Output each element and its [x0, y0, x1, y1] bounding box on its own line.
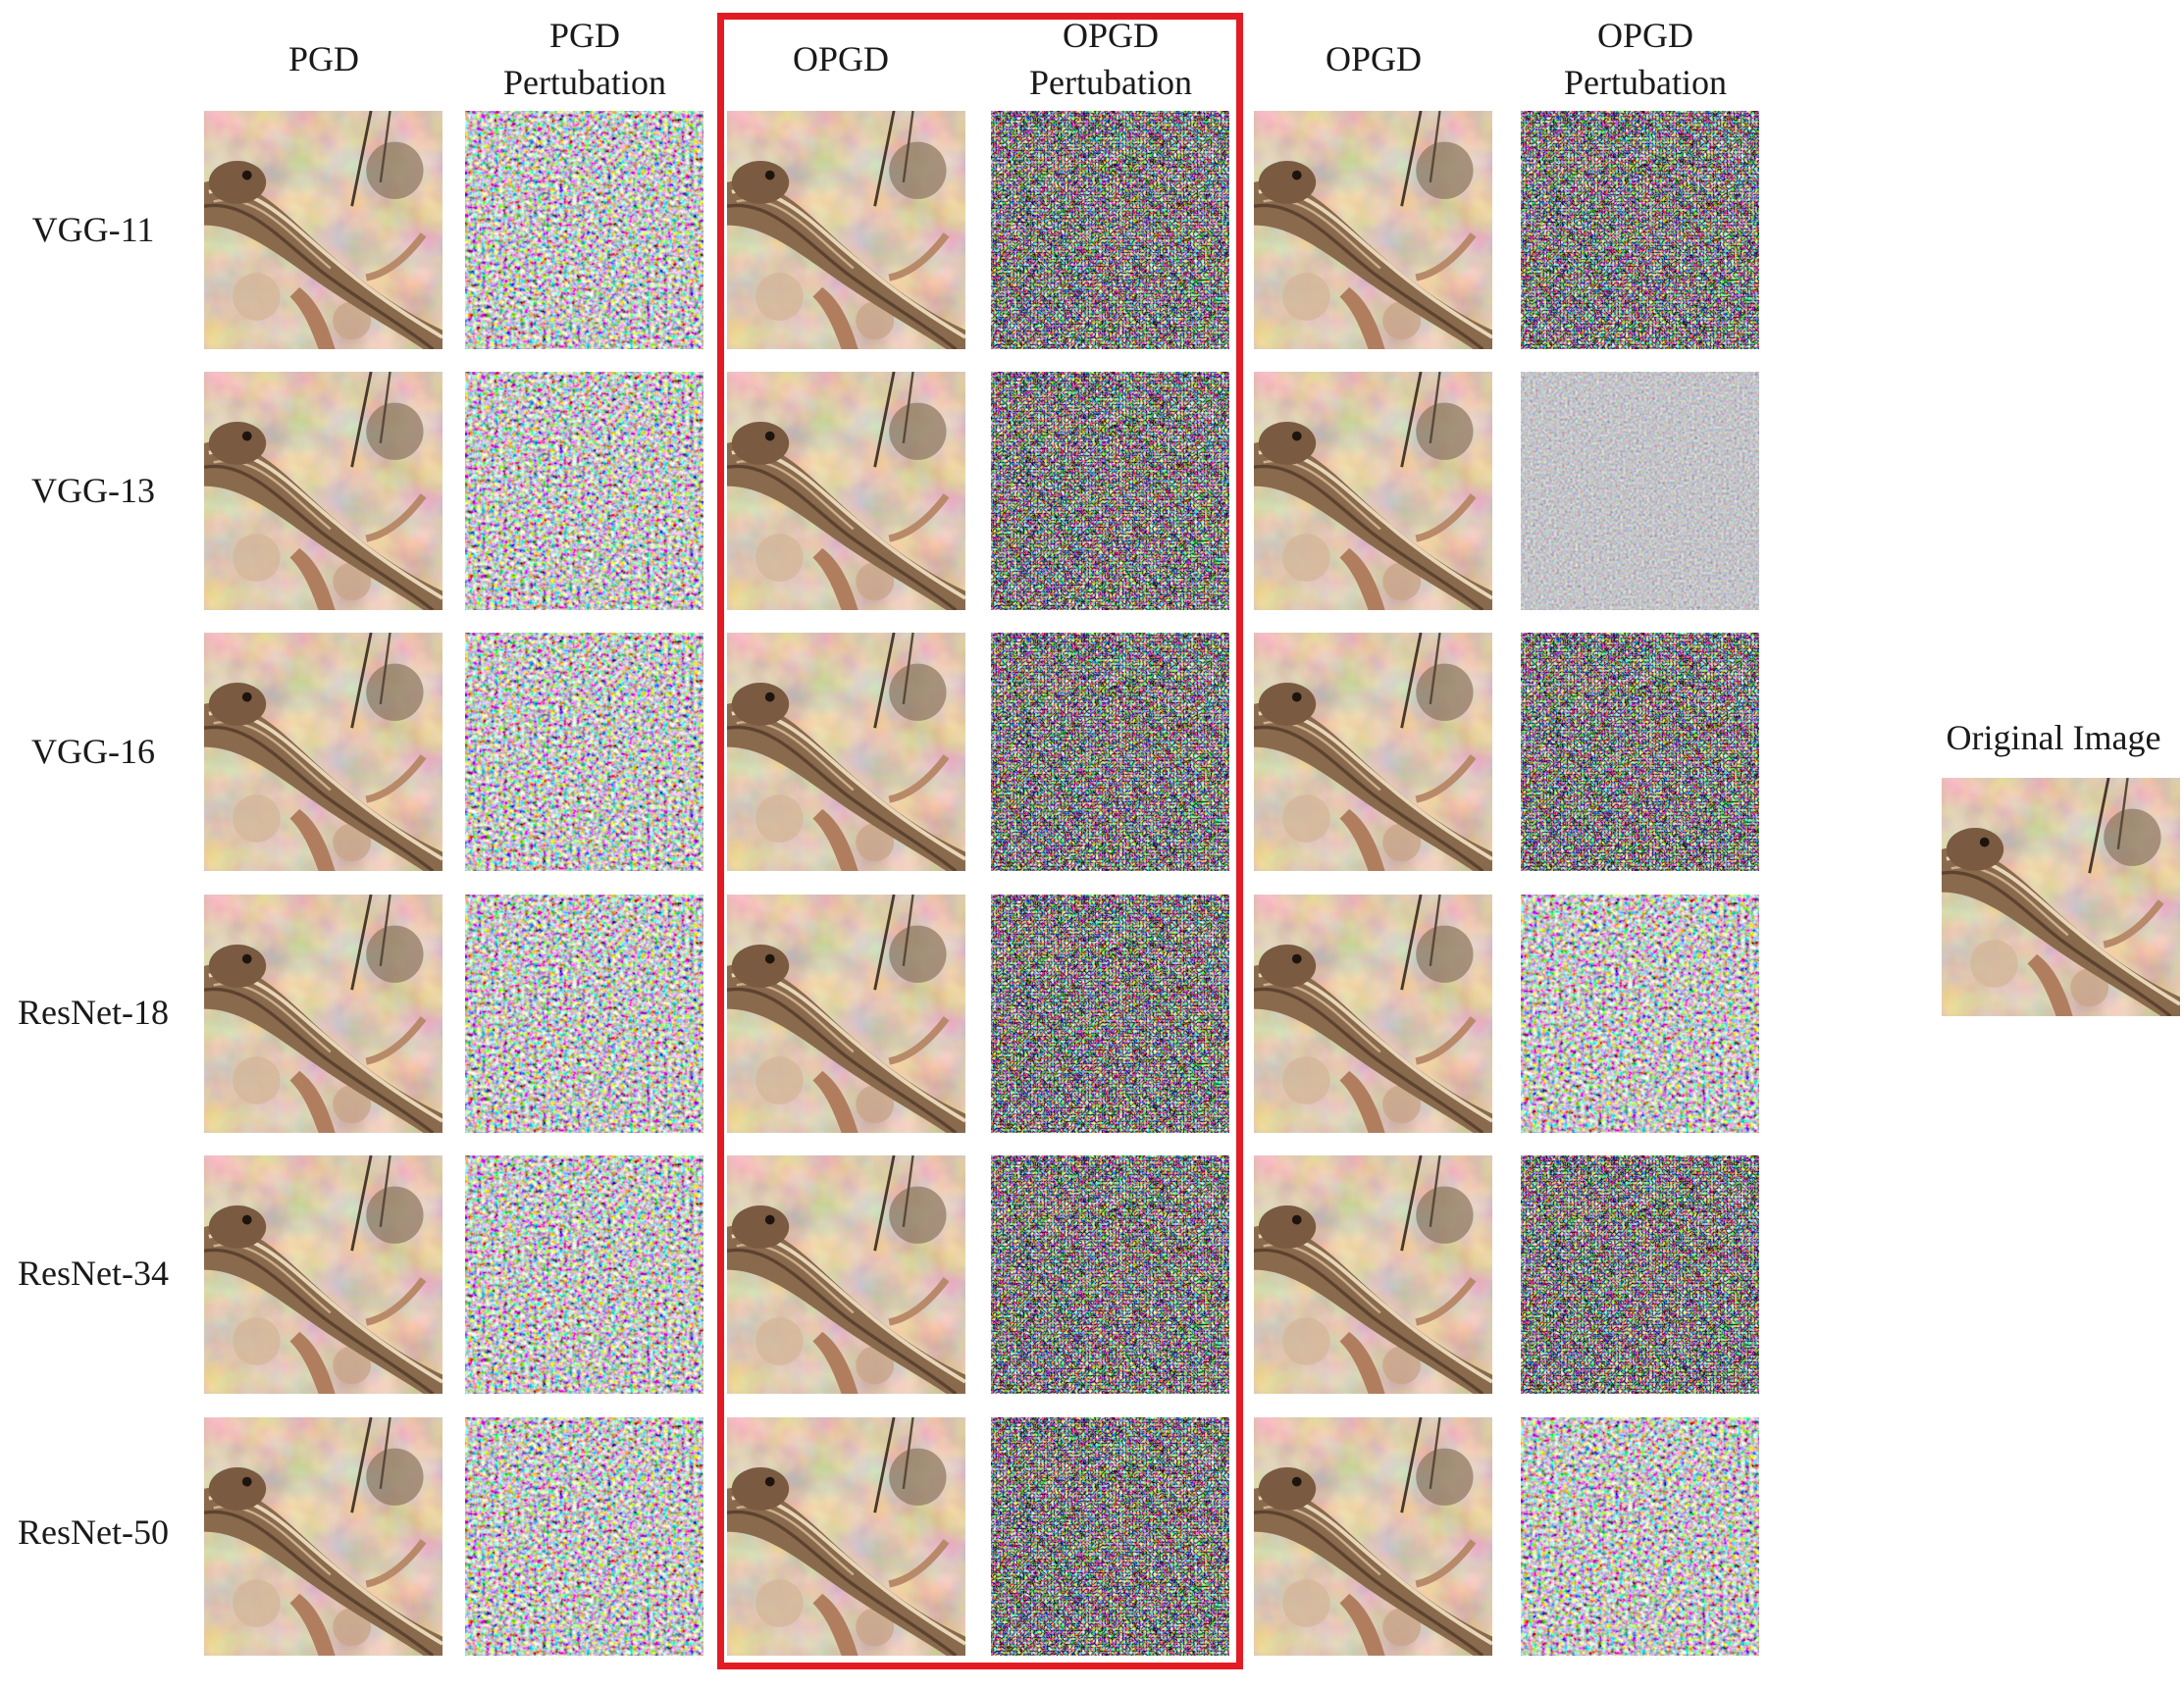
adversarial-image	[204, 111, 442, 349]
row-label-resnet-50: ResNet-50	[18, 1512, 169, 1552]
adversarial-image	[204, 1155, 442, 1394]
perturbation-map	[1521, 895, 1759, 1133]
row-label-vgg-11: VGG-11	[31, 210, 155, 249]
perturbation-map	[465, 111, 703, 349]
adversarial-image	[204, 1417, 442, 1656]
perturbation-map	[465, 1155, 703, 1394]
perturbation-map	[991, 372, 1229, 610]
col-header-opgd-a: OPGD	[792, 39, 889, 78]
col-header-opgd-perturbation-a: OPGD Pertubation	[1029, 16, 1192, 102]
row-label-resnet-34: ResNet-34	[18, 1254, 169, 1293]
adversarial-image	[727, 372, 965, 610]
perturbation-map	[1521, 1417, 1759, 1656]
adversarial-image	[727, 1417, 965, 1656]
adversarial-image	[727, 895, 965, 1133]
perturbation-map	[991, 895, 1229, 1133]
perturbation-map	[991, 111, 1229, 349]
adversarial-image	[1254, 1155, 1492, 1394]
adversarial-image	[204, 633, 442, 871]
row-label-resnet-18: ResNet-18	[18, 993, 169, 1032]
original-image	[1942, 778, 2180, 1016]
col-header-opgd-perturbation-b: OPGD Pertubation	[1564, 16, 1727, 102]
highlight-box	[717, 13, 1243, 1669]
perturbation-map	[1521, 633, 1759, 871]
perturbation-map	[465, 372, 703, 610]
original-image-label: Original Image	[1946, 718, 2161, 757]
adversarial-image	[204, 895, 442, 1133]
perturbation-map	[465, 895, 703, 1133]
perturbation-map	[991, 1155, 1229, 1394]
col-header-pgd-perturbation: PGD Pertubation	[503, 16, 666, 102]
adversarial-image	[1254, 895, 1492, 1133]
perturbation-map	[991, 633, 1229, 871]
adversarial-image	[727, 1155, 965, 1394]
adversarial-image	[204, 372, 442, 610]
row-label-vgg-13: VGG-13	[31, 471, 155, 510]
adversarial-image	[727, 633, 965, 871]
perturbation-map	[991, 1417, 1229, 1656]
perturbation-map	[1521, 372, 1759, 610]
perturbation-map	[465, 633, 703, 871]
col-header-pgd: PGD	[287, 39, 360, 78]
adversarial-image	[1254, 1417, 1492, 1656]
perturbation-map	[1521, 1155, 1759, 1394]
perturbation-map	[1521, 111, 1759, 349]
perturbation-map	[465, 1417, 703, 1656]
row-label-vgg-16: VGG-16	[31, 732, 155, 771]
adversarial-image	[1254, 111, 1492, 349]
col-header-opgd-b: OPGD	[1325, 39, 1422, 78]
adversarial-image	[727, 111, 965, 349]
adversarial-image	[1254, 372, 1492, 610]
adversarial-image	[1254, 633, 1492, 871]
